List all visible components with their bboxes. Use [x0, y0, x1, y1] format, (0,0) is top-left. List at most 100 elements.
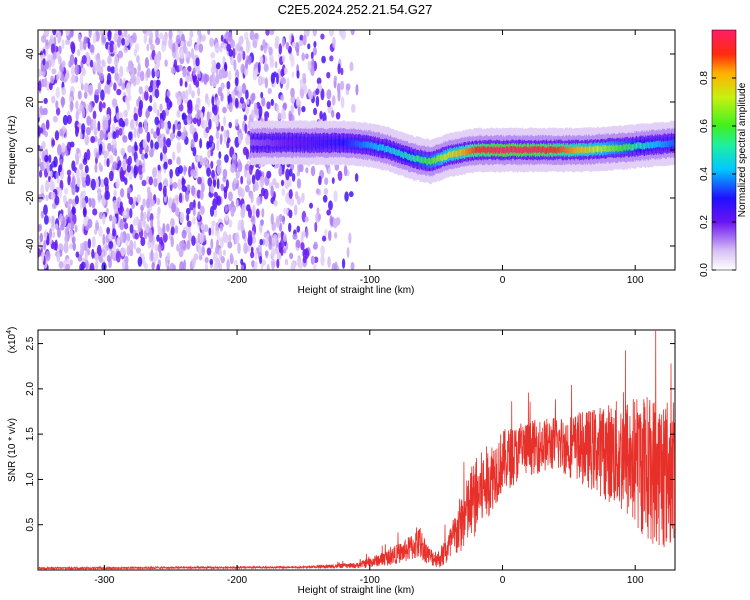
noise-cell [314, 221, 318, 233]
noise-cell [128, 196, 134, 205]
noise-cell [328, 166, 331, 175]
noise-cell [305, 53, 309, 60]
noise-cell [101, 141, 106, 152]
noise-cell [149, 32, 154, 40]
noise-cell [170, 66, 176, 75]
noise-cell [195, 80, 200, 88]
noise-cell [63, 242, 69, 254]
noise-cell [222, 168, 228, 179]
noise-cell [129, 118, 135, 130]
noise-cell [308, 91, 314, 100]
noise-cell [298, 40, 304, 47]
noise-cell [290, 56, 295, 68]
noise-cell [210, 65, 216, 75]
noise-cell [243, 242, 248, 255]
noise-cell [289, 197, 295, 207]
noise-cell [216, 239, 219, 249]
noise-cell [266, 263, 270, 270]
noise-cell [170, 226, 175, 236]
noise-cell [320, 245, 326, 257]
noise-cell [50, 43, 56, 54]
noise-cell [115, 250, 121, 263]
noise-cell [224, 214, 229, 222]
noise-cell [218, 151, 222, 159]
noise-cell [114, 48, 118, 57]
noise-cell [170, 236, 174, 248]
noise-cell [290, 87, 295, 98]
noise-cell [176, 95, 182, 106]
noise-cell [89, 262, 95, 270]
noise-cell [172, 151, 176, 161]
noise-cell [185, 207, 191, 215]
noise-cell [228, 219, 233, 228]
noise-cell [96, 244, 102, 257]
noise-cell [186, 99, 193, 111]
noise-cell [329, 215, 333, 226]
noise-cell [272, 234, 278, 241]
noise-cell [166, 252, 171, 261]
noise-cell [181, 177, 185, 188]
noise-cell [90, 135, 96, 144]
noise-cell [180, 131, 186, 141]
noise-cell [288, 222, 292, 233]
noise-cell [62, 114, 68, 126]
noise-cell [38, 170, 43, 178]
noise-cell [80, 261, 86, 270]
noise-cell [216, 98, 221, 107]
noise-cell [150, 218, 154, 229]
noise-cell [156, 197, 161, 206]
noise-cell [159, 152, 163, 162]
noise-cell [72, 242, 77, 251]
noise-cell [234, 97, 239, 108]
noise-cell [192, 256, 196, 269]
noise-cell [276, 215, 280, 225]
noise-cell [315, 188, 320, 195]
noise-cell [69, 259, 73, 266]
noise-cell [231, 90, 235, 99]
x-tick-label: -300 [94, 275, 114, 286]
noise-cell [293, 204, 298, 216]
noise-cell [229, 252, 234, 263]
noise-cell [91, 197, 95, 208]
noise-cell [139, 70, 145, 82]
noise-cell [102, 102, 106, 109]
noise-cell [94, 228, 98, 235]
noise-cell [214, 42, 220, 54]
noise-cell [209, 205, 215, 217]
noise-cell [54, 223, 59, 230]
noise-cell [186, 220, 192, 228]
noise-cell [57, 71, 62, 79]
noise-cell [191, 90, 195, 99]
noise-cell [161, 44, 166, 52]
noise-cell [79, 131, 83, 140]
chart-title: C2E5.2024.252.21.54.G27 [277, 2, 433, 17]
noise-cell [206, 140, 210, 150]
noise-cell [178, 103, 184, 112]
noise-cell [245, 89, 249, 100]
noise-cell [181, 239, 185, 247]
noise-cell [268, 46, 273, 57]
noise-cell [143, 118, 148, 130]
noise-cell [57, 227, 61, 238]
noise-cell [184, 80, 188, 88]
noise-cell [89, 44, 95, 53]
noise-cell [83, 151, 88, 162]
noise-cell [260, 187, 266, 197]
noise-cell [121, 259, 126, 270]
noise-cell [333, 75, 338, 82]
noise-cell [200, 182, 205, 193]
y-tick-label: -40 [25, 238, 36, 253]
noise-cell [106, 113, 111, 121]
noise-cell [199, 155, 203, 166]
noise-cell [136, 194, 142, 204]
noise-cell [164, 107, 170, 117]
noise-cell [55, 51, 61, 60]
noise-cell [269, 30, 275, 36]
noise-cell [117, 30, 122, 36]
noise-cell [288, 33, 292, 44]
noise-cell [240, 132, 244, 141]
noise-cell [211, 96, 215, 106]
noise-cell [313, 107, 318, 116]
noise-cell [272, 178, 277, 186]
noise-cell [217, 86, 223, 97]
